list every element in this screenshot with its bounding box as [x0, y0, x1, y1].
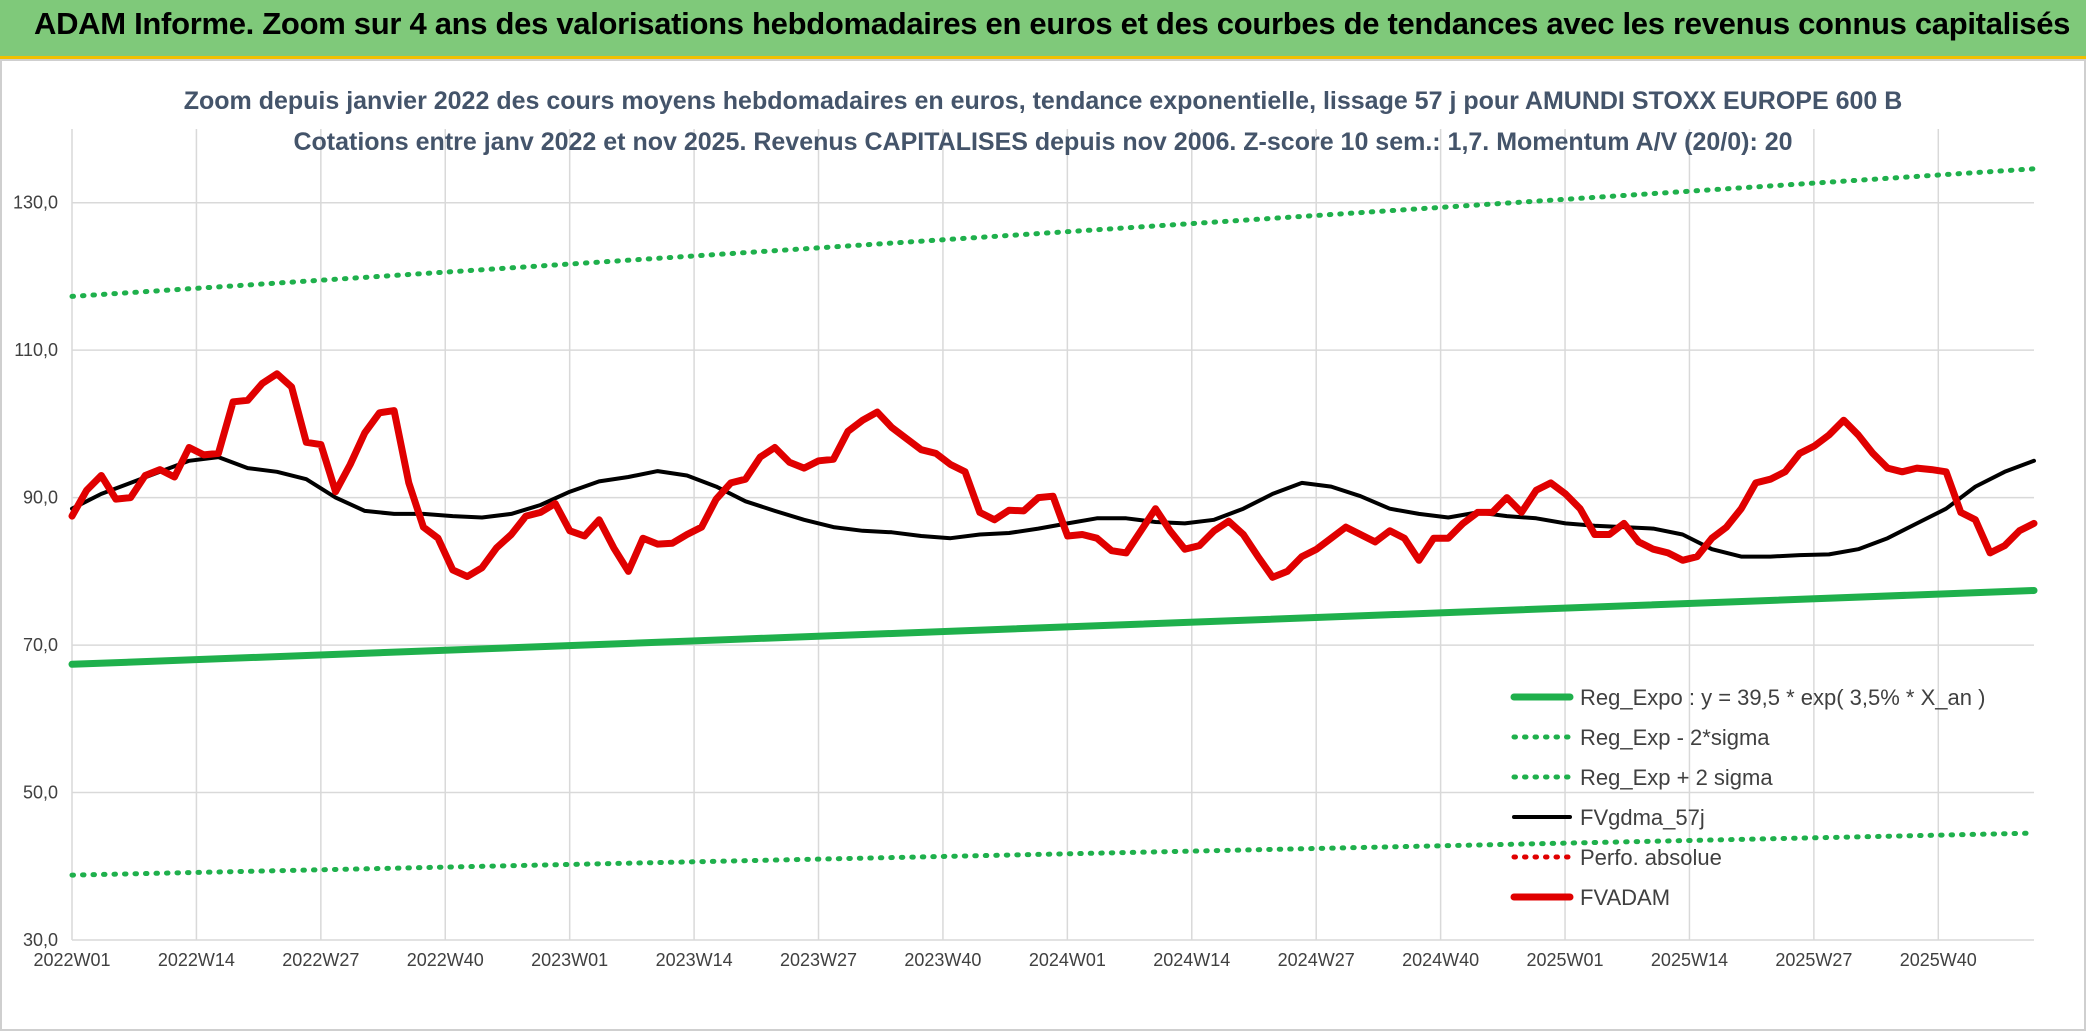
series-line [69, 830, 2037, 878]
chart-title-line-1: Zoom depuis janvier 2022 des cours moyen… [184, 87, 1903, 115]
legend-label: Reg_Exp - 2*sigma [1580, 725, 1770, 750]
x-tick-label: 2022W14 [158, 950, 235, 970]
y-tick-label: 50,0 [23, 783, 58, 803]
x-tick-label: 2023W01 [531, 950, 608, 970]
x-tick-label: 2022W27 [282, 950, 359, 970]
y-tick-label: 130,0 [13, 193, 58, 213]
x-tick-label: 2025W01 [1527, 950, 1604, 970]
legend-label: FVADAM [1580, 885, 1670, 910]
legend-label: Reg_Expo : y = 39,5 * exp( 3,5% * X_an ) [1580, 685, 1985, 710]
x-tick-label: 2022W40 [407, 950, 484, 970]
x-tick-label: 2025W27 [1775, 950, 1852, 970]
legend: Reg_Expo : y = 39,5 * exp( 3,5% * X_an )… [1510, 685, 1985, 910]
y-tick-label: 70,0 [23, 635, 58, 655]
legend-label: Perfo. absolue [1580, 845, 1722, 870]
x-tick-label: 2024W01 [1029, 950, 1106, 970]
x-tick-label: 2023W40 [904, 950, 981, 970]
x-axis-ticks: 2022W01 2022W14 2022W27 2022W40 2023W01 2023W… [33, 950, 1976, 970]
x-tick-label: 2025W14 [1651, 950, 1728, 970]
x-tick-label: 2024W27 [1278, 950, 1355, 970]
chart-title-line-2: Cotations entre janv 2022 et nov 2025. R… [293, 128, 1792, 156]
series-line [68, 370, 2038, 581]
x-tick-label: 2025W40 [1900, 950, 1977, 970]
report-title: ADAM Informe. Zoom sur 4 ans des valoris… [34, 6, 2071, 41]
legend-label: Reg_Exp + 2 sigma [1580, 765, 1773, 790]
series-line [69, 166, 2037, 299]
series-line [68, 587, 2038, 668]
y-tick-label: 30,0 [23, 930, 58, 950]
report-banner: ADAM Informe. Zoom sur 4 ans des valoris… [0, 0, 2086, 59]
series [68, 166, 2038, 878]
x-tick-label: 2022W01 [33, 950, 110, 970]
y-tick-label: 110,0 [14, 340, 58, 360]
legend-label: FVgdma_57j [1580, 805, 1705, 830]
x-tick-label: 2023W14 [656, 950, 733, 970]
x-tick-label: 2024W14 [1153, 950, 1230, 970]
line-chart: Zoom depuis janvier 2022 des cours moyen… [13, 87, 2038, 970]
chart-frame: Zoom depuis janvier 2022 des cours moyen… [0, 59, 2086, 1031]
grid [71, 129, 2034, 941]
x-tick-label: 2023W27 [780, 950, 857, 970]
x-tick-label: 2024W40 [1402, 950, 1479, 970]
y-tick-label: 90,0 [23, 488, 58, 508]
y-axis-ticks: 30,0 50,0 70,0 90,0 110,0 130,0 [13, 193, 58, 950]
